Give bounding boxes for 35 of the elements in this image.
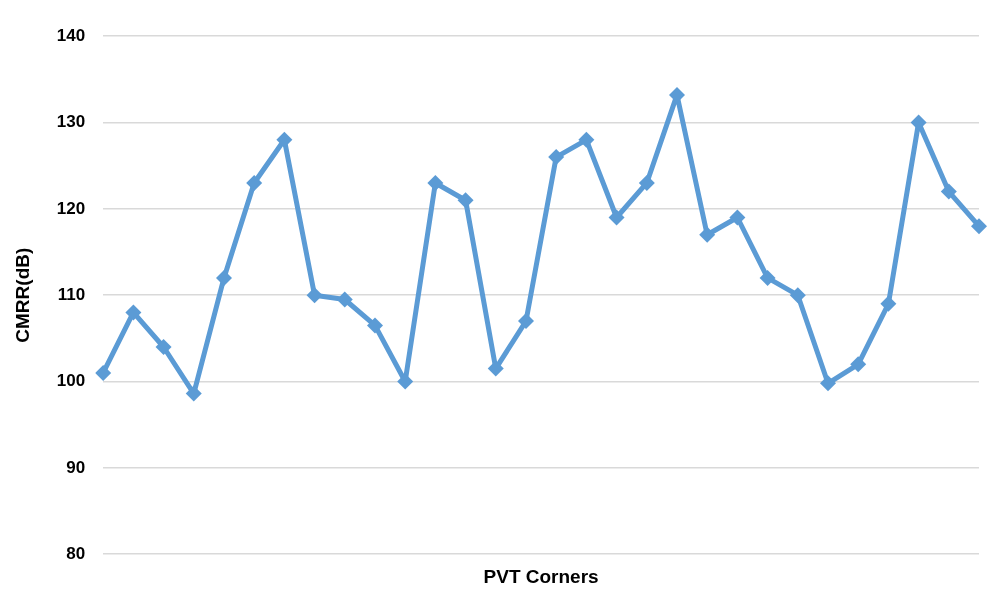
point [819, 375, 836, 392]
point [608, 209, 625, 226]
point [971, 218, 987, 235]
point [366, 317, 383, 334]
point [789, 287, 806, 304]
point [125, 304, 142, 321]
point [155, 339, 172, 355]
point [517, 313, 534, 330]
point [729, 209, 746, 226]
point [95, 364, 112, 381]
point [276, 131, 293, 148]
y-tick-label: 90 [66, 457, 86, 477]
point [457, 192, 474, 209]
point [246, 174, 263, 191]
point [699, 226, 716, 243]
y-tick-label: 100 [56, 371, 86, 391]
point [336, 291, 353, 308]
point [578, 131, 595, 148]
point [306, 287, 323, 304]
x-axis-title: PVT Corners [483, 565, 599, 587]
point [759, 269, 776, 286]
point [215, 269, 232, 286]
y-tick-label: 110 [57, 284, 86, 304]
point [185, 385, 202, 402]
y-tick-label: 120 [56, 198, 86, 218]
y-axis-title: CMRR(dB) [11, 247, 33, 343]
y-tick-label: 140 [56, 25, 86, 45]
y-tick-label: 130 [56, 112, 86, 132]
y-tick-label: 80 [66, 543, 86, 563]
point [638, 174, 655, 191]
point [548, 149, 565, 166]
point [850, 356, 867, 373]
point [880, 295, 897, 312]
point [940, 183, 957, 200]
point [427, 174, 444, 191]
